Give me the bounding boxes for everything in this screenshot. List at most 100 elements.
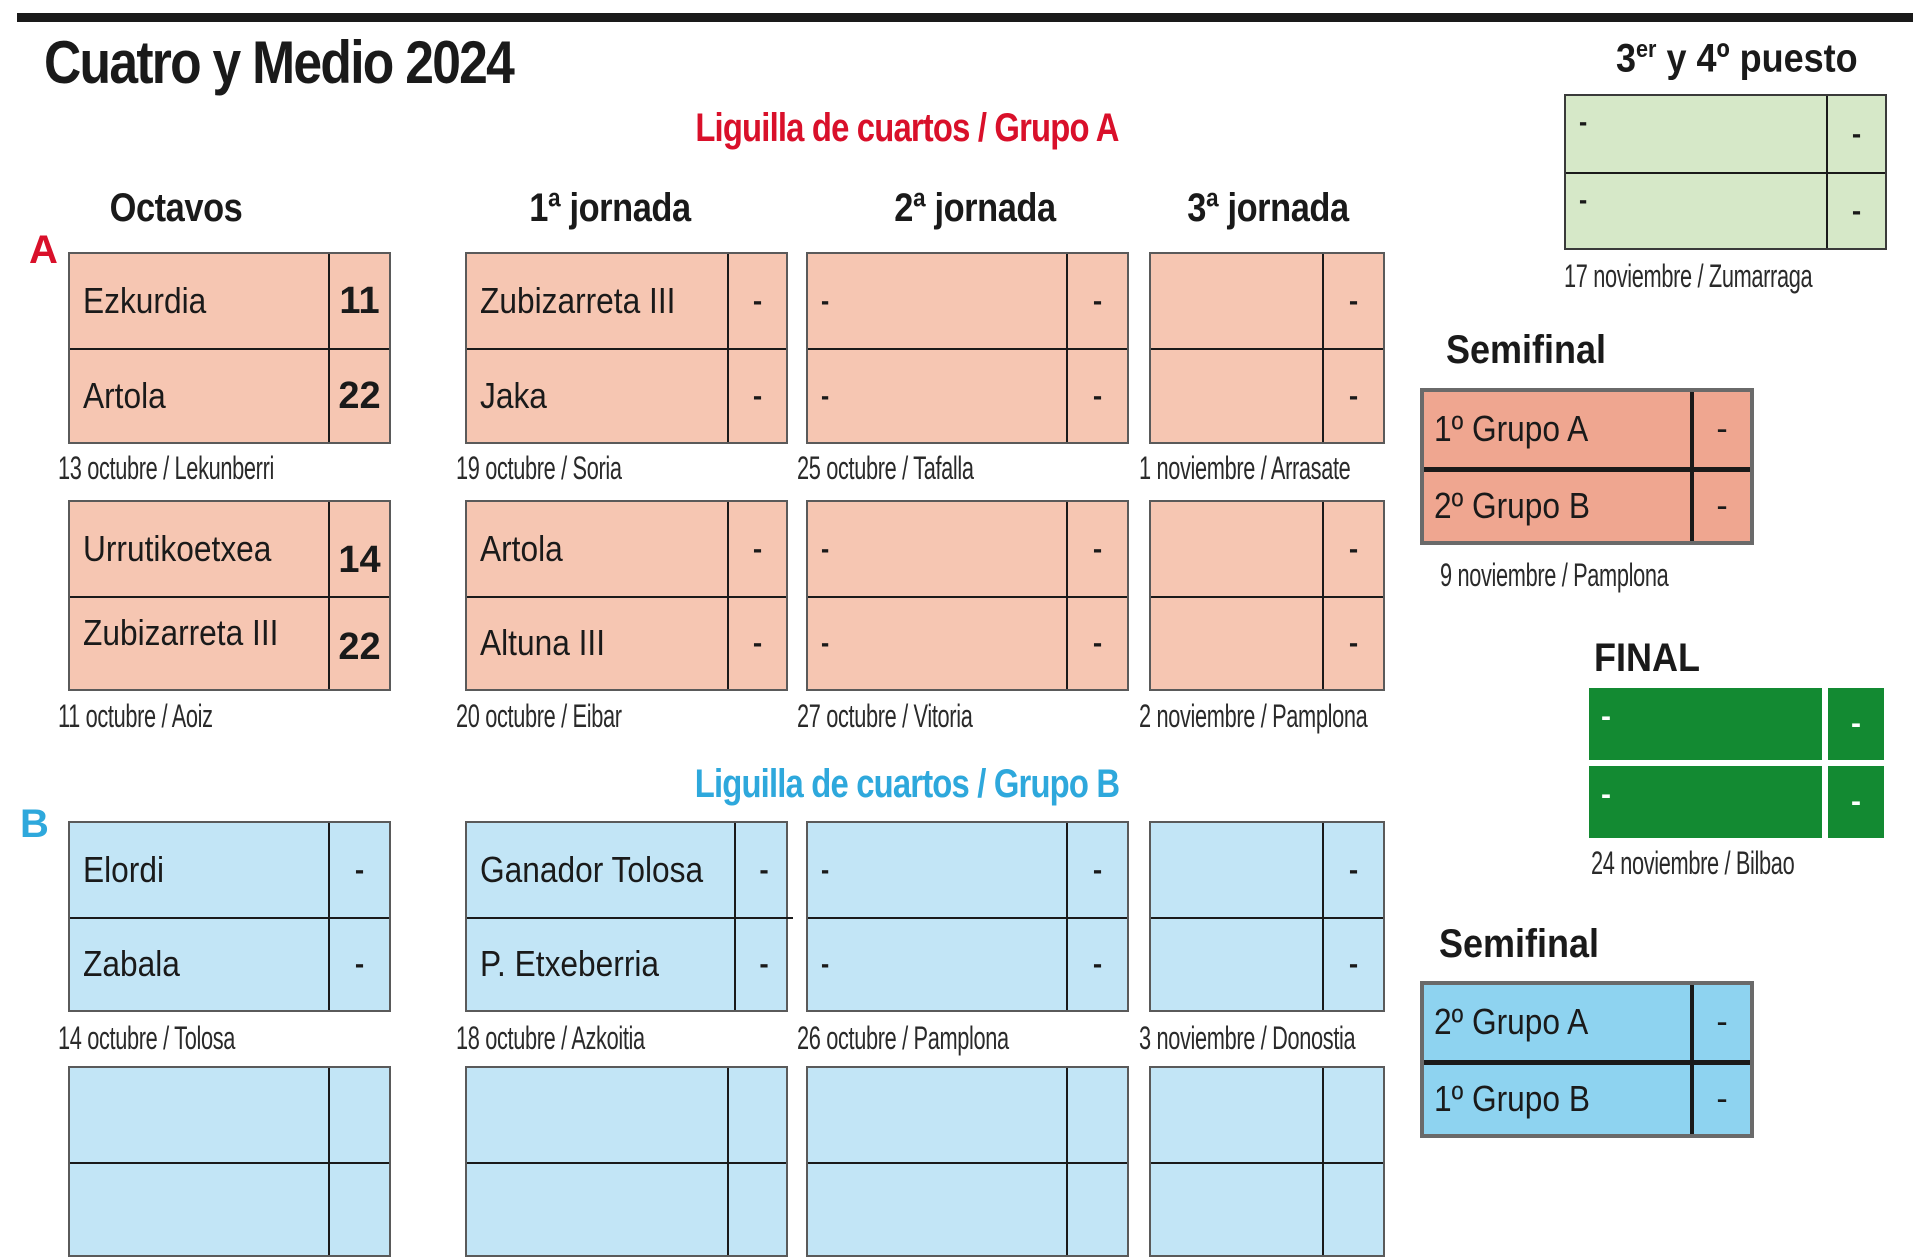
match-row <box>808 1068 1127 1162</box>
match-row: - <box>1151 823 1383 917</box>
player-score: - <box>1690 1064 1750 1134</box>
match-row: - - <box>1589 688 1884 760</box>
player-name: 2º Grupo A <box>1434 1001 1589 1043</box>
semifinal-1-match[interactable]: 1º Grupo A - 2º Grupo B - <box>1420 388 1754 545</box>
player-score: - <box>1826 96 1885 172</box>
player-score: - <box>328 918 389 1010</box>
player-name: - <box>821 853 830 885</box>
octavos-match-1[interactable]: Ezkurdia 11 Artola 22 <box>68 252 391 444</box>
semifinal-2-match[interactable]: 2º Grupo A - 1º Grupo B - <box>1420 981 1754 1138</box>
player-name: - <box>821 627 830 659</box>
player-name <box>1151 502 1322 596</box>
player-score <box>1066 1068 1127 1162</box>
player-score <box>1322 1068 1383 1162</box>
player-name: 2º Grupo B <box>1434 485 1590 527</box>
match-date: 3 noviembre / Donostia <box>1139 1020 1356 1056</box>
match-row: - - <box>808 502 1127 596</box>
match-row: Jaka - <box>467 348 786 442</box>
semifinal-2-header: Semifinal <box>1439 922 1600 966</box>
player-score: - <box>1066 597 1127 689</box>
octavos-match-4[interactable] <box>68 1066 391 1257</box>
player-score: - <box>1828 688 1884 760</box>
player-score <box>328 1163 389 1255</box>
match-row <box>467 1068 786 1162</box>
group-b-letter: B <box>20 802 49 846</box>
column-jornada-3: 3ª jornada <box>1187 186 1349 230</box>
match-row: - - <box>808 595 1127 689</box>
player-score: 22 <box>328 350 389 442</box>
group-b-j2-match-2[interactable] <box>806 1066 1129 1257</box>
third-place-header: 3er y 4º puesto <box>1616 36 1858 81</box>
player-score <box>727 1163 786 1255</box>
group-b-j1-match-2[interactable] <box>465 1066 788 1257</box>
octavos-match-3[interactable]: Elordi - Zabala - <box>68 821 391 1012</box>
player-score: - <box>1828 766 1884 838</box>
group-a-j2-match-1[interactable]: - - - - <box>806 252 1129 444</box>
group-a-j3-match-2[interactable]: - - <box>1149 500 1385 691</box>
player-name: Ganador Tolosa <box>480 848 704 890</box>
player-name: - <box>821 380 830 411</box>
final-match[interactable]: - - - - <box>1589 688 1884 838</box>
match-row: Ganador Tolosa - <box>467 823 793 917</box>
group-a-j1-match-1[interactable]: Zubizarreta III - Jaka - <box>465 252 788 444</box>
player-score: - <box>328 823 389 917</box>
player-name: Zubizarreta III <box>480 280 676 321</box>
player-name: Jaka <box>480 375 547 416</box>
group-b-j3-match-1[interactable]: - - <box>1149 821 1385 1012</box>
column-jornada-1: 1ª jornada <box>529 186 691 230</box>
player-score: - <box>1322 350 1383 442</box>
player-score: - <box>1066 254 1127 348</box>
player-name <box>1151 1068 1322 1162</box>
group-a-j2-match-2[interactable]: - - - - <box>806 500 1129 691</box>
semifinal-1-header: Semifinal <box>1446 328 1607 372</box>
player-score: - <box>1322 823 1383 917</box>
player-name: - <box>1579 184 1588 215</box>
player-name: Artola <box>480 527 563 569</box>
player-score: - <box>733 823 793 917</box>
player-score <box>727 1068 786 1162</box>
player-name: Artola <box>83 375 166 416</box>
match-row <box>1151 1068 1383 1162</box>
top-rule <box>17 13 1913 22</box>
player-name: - <box>821 532 830 564</box>
player-name <box>1151 823 1322 917</box>
match-row: - - <box>808 348 1127 442</box>
player-score: 11 <box>328 254 389 348</box>
group-a-letter: A <box>29 228 58 272</box>
match-row: - - <box>1589 766 1884 838</box>
match-row: 2º Grupo A - <box>1424 985 1750 1060</box>
group-a-j1-match-2[interactable]: Artola - Altuna III - <box>465 500 788 691</box>
player-score: - <box>727 254 786 348</box>
player-name <box>467 1068 727 1162</box>
match-date: 26 octubre / Pamplona <box>797 1020 1009 1056</box>
match-date: 25 octubre / Tafalla <box>797 450 974 486</box>
player-name: 1º Grupo A <box>1434 408 1589 450</box>
match-row: 2º Grupo B - <box>1424 466 1750 541</box>
group-a-j3-match-1[interactable]: - - <box>1149 252 1385 444</box>
match-row: Altuna III - <box>467 595 786 689</box>
match-date: 24 noviembre / Bilbao <box>1591 845 1795 881</box>
match-date: 1 noviembre / Arrasate <box>1139 450 1351 486</box>
third-place-match[interactable]: - - - - <box>1564 94 1887 250</box>
player-score: 22 <box>328 597 389 689</box>
player-name <box>808 1068 1066 1162</box>
match-row: P. Etxeberria - <box>467 916 793 1010</box>
match-row <box>70 1068 389 1162</box>
player-name: 1º Grupo B <box>1434 1078 1590 1120</box>
column-jornada-2: 2ª jornada <box>894 186 1056 230</box>
match-date: 11 octubre / Aoiz <box>58 698 213 734</box>
match-row: Ezkurdia 11 <box>70 254 389 348</box>
player-score: - <box>1322 254 1383 348</box>
group-b-j2-match-1[interactable]: - - - - <box>806 821 1129 1012</box>
player-name: - <box>821 285 830 316</box>
match-row: - - <box>1566 172 1885 248</box>
octavos-match-2[interactable]: Urrutikoetxea 14 Zubizarreta III 22 <box>68 500 391 691</box>
match-date: 18 octubre / Azkoitia <box>456 1020 645 1056</box>
match-row: - - <box>808 254 1127 348</box>
player-name: - <box>1579 106 1588 137</box>
match-date: 14 octubre / Tolosa <box>58 1020 236 1056</box>
group-b-j3-match-2[interactable] <box>1149 1066 1385 1257</box>
match-row: Zubizarreta III - <box>467 254 786 348</box>
player-name: Zabala <box>83 943 180 985</box>
group-b-j1-match-1[interactable]: Ganador Tolosa - P. Etxeberria - <box>465 821 793 1012</box>
